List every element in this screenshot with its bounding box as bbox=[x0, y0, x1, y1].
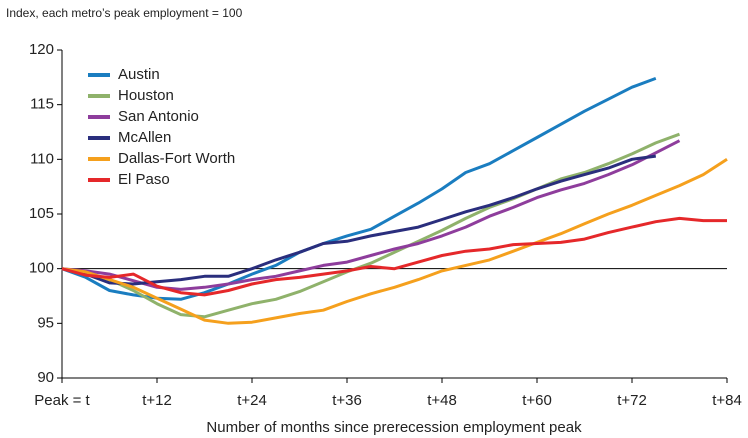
x-tick-label: t+12 bbox=[142, 392, 172, 409]
x-tick-label: t+36 bbox=[332, 392, 362, 409]
series-line bbox=[61, 216, 727, 297]
legend-label: Houston bbox=[118, 87, 174, 104]
x-tick-label: t+24 bbox=[237, 392, 267, 409]
y-tick-label: 110 bbox=[30, 150, 54, 167]
y-tick-label: 120 bbox=[29, 41, 54, 58]
x-axis-label: Number of months since prerecession empl… bbox=[206, 419, 582, 436]
y-tick-label: 105 bbox=[29, 205, 54, 222]
y-tick-label: 95 bbox=[37, 314, 54, 331]
legend-label: Austin bbox=[118, 66, 160, 83]
x-tick-label: t+84 bbox=[712, 392, 742, 409]
legend-label: San Antonio bbox=[118, 108, 199, 125]
series-line bbox=[61, 132, 681, 319]
series-line bbox=[61, 154, 656, 286]
y-tick-label: 115 bbox=[30, 96, 54, 113]
subtitle: Index, each metro’s peak employment = 10… bbox=[6, 6, 243, 20]
series-line bbox=[61, 158, 728, 325]
x-tick-label: t+72 bbox=[617, 392, 647, 409]
x-tick-label: t+60 bbox=[522, 392, 552, 409]
legend-label: Dallas-Fort Worth bbox=[118, 150, 235, 167]
x-tick-label: t+48 bbox=[427, 392, 457, 409]
y-tick-label: 90 bbox=[37, 369, 54, 386]
y-tick-label: 100 bbox=[29, 260, 54, 277]
legend-label: El Paso bbox=[118, 171, 170, 188]
x-tick-label: Peak = t bbox=[34, 392, 90, 409]
legend-label: McAllen bbox=[118, 129, 171, 146]
